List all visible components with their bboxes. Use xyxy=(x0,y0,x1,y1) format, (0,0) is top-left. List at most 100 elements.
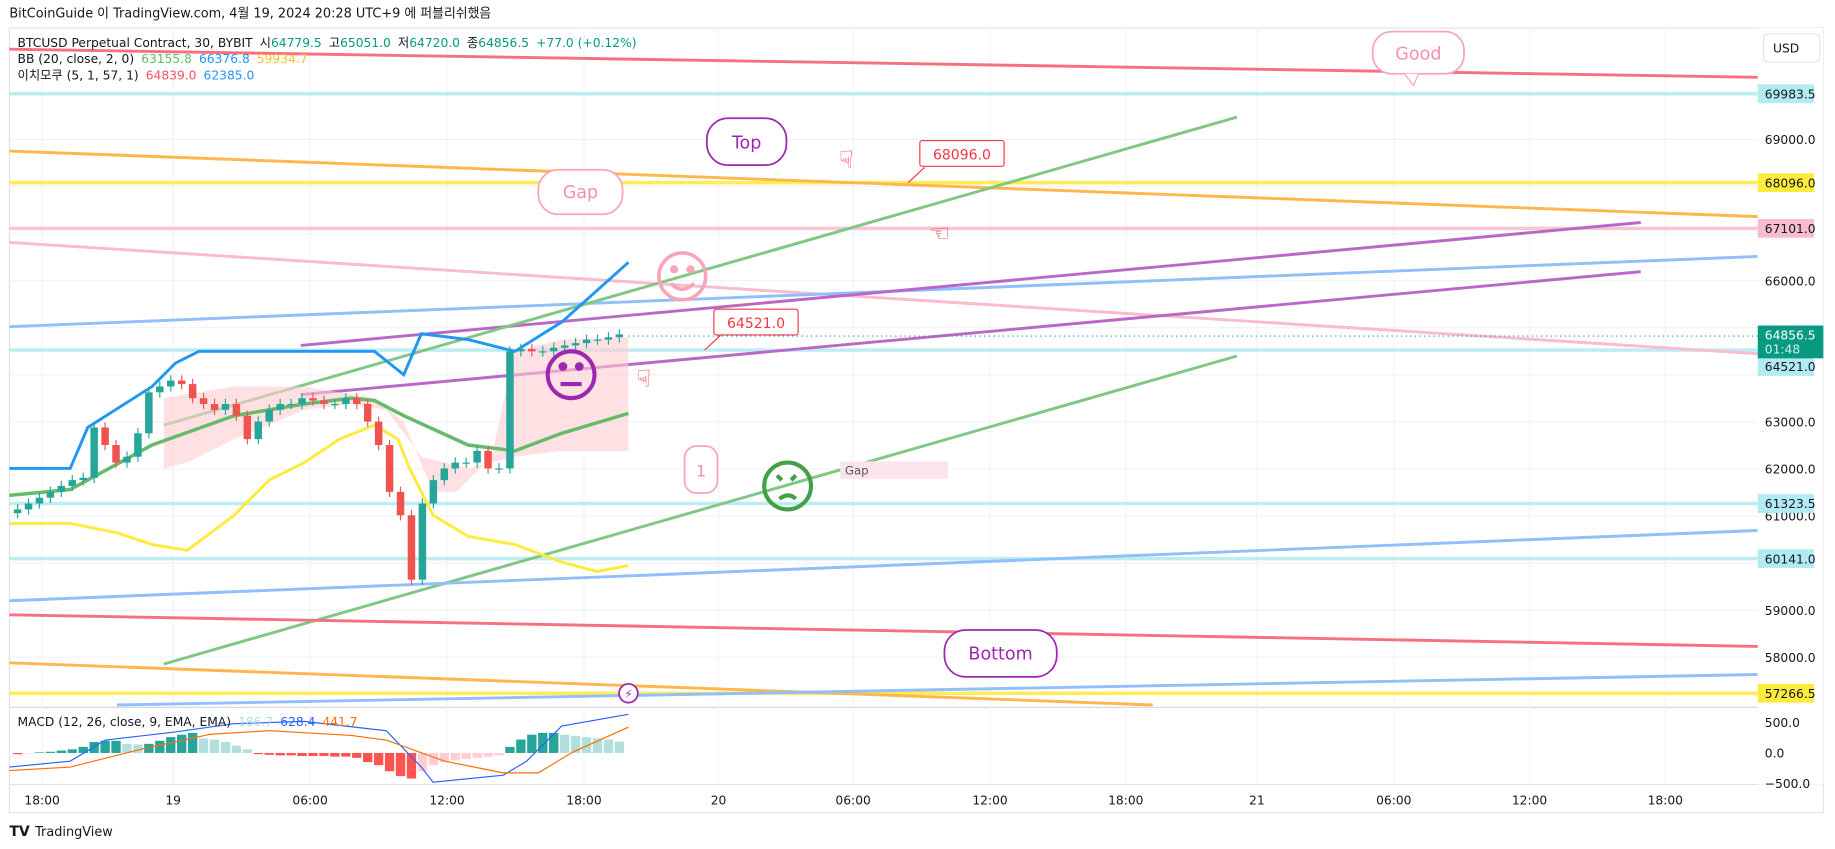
candle[interactable] xyxy=(495,468,503,470)
candle[interactable] xyxy=(254,421,263,440)
gap-box[interactable]: Gap xyxy=(840,461,948,479)
macd-bar xyxy=(177,734,187,753)
candle[interactable] xyxy=(440,468,449,481)
pointing-hand-icon[interactable]: ☟ ☜ ☟ xyxy=(637,145,951,392)
price-level-tag-text: 61323.5 xyxy=(1765,497,1816,511)
price-axis[interactable]: USD 69000.0 66000.0 63000.0 62000.0 61000.0 5… xyxy=(1757,28,1824,791)
candles[interactable] xyxy=(13,329,624,585)
symbol-title: BTCUSD Perpetual Contract, 30, BYBIT xyxy=(18,36,254,50)
price-tick: 58000.0 xyxy=(1765,651,1816,665)
time-tick: 19 xyxy=(165,793,181,807)
candle[interactable] xyxy=(539,351,547,353)
smiley-icon[interactable] xyxy=(657,251,708,302)
price-tick: 59000.0 xyxy=(1765,604,1816,618)
candle[interactable] xyxy=(287,404,295,406)
lightning-icon[interactable]: ⚡ xyxy=(618,683,639,704)
price-note-68096[interactable]: 68096.0 xyxy=(907,139,1005,184)
candle[interactable] xyxy=(582,339,591,344)
candle[interactable] xyxy=(374,421,383,446)
price-note-64521[interactable]: 64521.0 xyxy=(704,308,799,351)
macd-bar xyxy=(373,752,384,766)
candle[interactable] xyxy=(156,386,164,393)
candle[interactable] xyxy=(13,509,22,514)
candle[interactable] xyxy=(407,515,416,580)
macd-bar xyxy=(78,746,88,753)
candle[interactable] xyxy=(243,415,252,440)
candle[interactable] xyxy=(363,404,372,422)
candle[interactable] xyxy=(123,456,131,463)
currency-button[interactable]: USD xyxy=(1763,33,1821,63)
candle[interactable] xyxy=(320,400,328,405)
candle[interactable] xyxy=(221,404,230,410)
candle[interactable] xyxy=(484,450,492,469)
candle[interactable] xyxy=(473,450,481,463)
grid xyxy=(9,28,1758,785)
macd-bar xyxy=(516,739,526,753)
candle[interactable] xyxy=(276,404,284,410)
channel-purple-top xyxy=(300,221,1641,347)
bb-upper xyxy=(9,261,630,470)
candle[interactable] xyxy=(451,462,459,469)
tradingview-logo[interactable]: 𝗧𝗩 TradingView xyxy=(9,824,112,840)
candle[interactable] xyxy=(24,503,33,510)
candle[interactable] xyxy=(429,480,438,504)
candle[interactable] xyxy=(309,398,317,401)
macd-bar xyxy=(264,752,274,755)
neutral-face-icon[interactable] xyxy=(545,349,597,401)
candle[interactable] xyxy=(549,347,558,352)
candle[interactable] xyxy=(528,348,536,352)
candle[interactable] xyxy=(418,503,427,580)
candle[interactable] xyxy=(177,380,186,385)
time-axis[interactable]: 18:00 19 06:00 12:00 18:00 20 06:00 12:00 18:00 2… xyxy=(24,793,1683,807)
callout-bottom[interactable]: Bottom xyxy=(943,629,1058,678)
time-tick: 18:00 xyxy=(1108,793,1143,807)
callout-one-text: 1 xyxy=(696,462,706,481)
candle[interactable] xyxy=(265,409,273,422)
dizzy-face-icon[interactable] xyxy=(762,460,814,512)
candle[interactable] xyxy=(166,380,175,387)
candle[interactable] xyxy=(517,348,525,352)
price-note-text: 68096.0 xyxy=(933,147,991,163)
candle[interactable] xyxy=(188,384,197,399)
current-price-tag: 64856.5 01:48 xyxy=(1757,325,1824,359)
candle[interactable] xyxy=(571,343,580,346)
candle[interactable] xyxy=(79,477,87,481)
candle[interactable] xyxy=(560,345,569,348)
candle[interactable] xyxy=(331,404,339,406)
callout-top[interactable]: Top xyxy=(705,117,788,166)
macd-tick: 500.0 xyxy=(1765,716,1800,730)
callout-gap[interactable]: Gap xyxy=(537,168,624,216)
candle[interactable] xyxy=(385,445,394,492)
candle[interactable] xyxy=(615,334,624,338)
trendlines[interactable] xyxy=(9,47,1758,707)
candle[interactable] xyxy=(232,404,241,416)
callout-one[interactable]: 1 xyxy=(683,445,719,494)
candle[interactable] xyxy=(353,398,361,405)
callout-good[interactable]: Good xyxy=(1371,30,1465,87)
candle[interactable] xyxy=(604,337,613,340)
price-level-tag-text: 67101.0 xyxy=(1765,222,1816,236)
candle[interactable] xyxy=(57,485,66,492)
candle[interactable] xyxy=(134,433,142,457)
candle[interactable] xyxy=(145,392,153,434)
candle[interactable] xyxy=(101,427,109,446)
macd-bar xyxy=(231,745,242,753)
candle[interactable] xyxy=(210,404,219,410)
candle[interactable] xyxy=(342,398,350,405)
candle[interactable] xyxy=(112,445,120,463)
candle[interactable] xyxy=(593,339,602,341)
candle[interactable] xyxy=(199,398,208,405)
candle[interactable] xyxy=(90,427,98,478)
channel-green-bottom xyxy=(163,354,1238,666)
candle[interactable] xyxy=(506,351,514,469)
candle[interactable] xyxy=(298,398,306,405)
candle[interactable] xyxy=(462,462,470,464)
candle[interactable] xyxy=(68,480,77,486)
candle[interactable] xyxy=(35,497,44,504)
svg-text:☟: ☟ xyxy=(839,145,853,173)
candle[interactable] xyxy=(396,491,405,516)
candle[interactable] xyxy=(46,491,55,498)
macd-bar xyxy=(483,752,493,757)
